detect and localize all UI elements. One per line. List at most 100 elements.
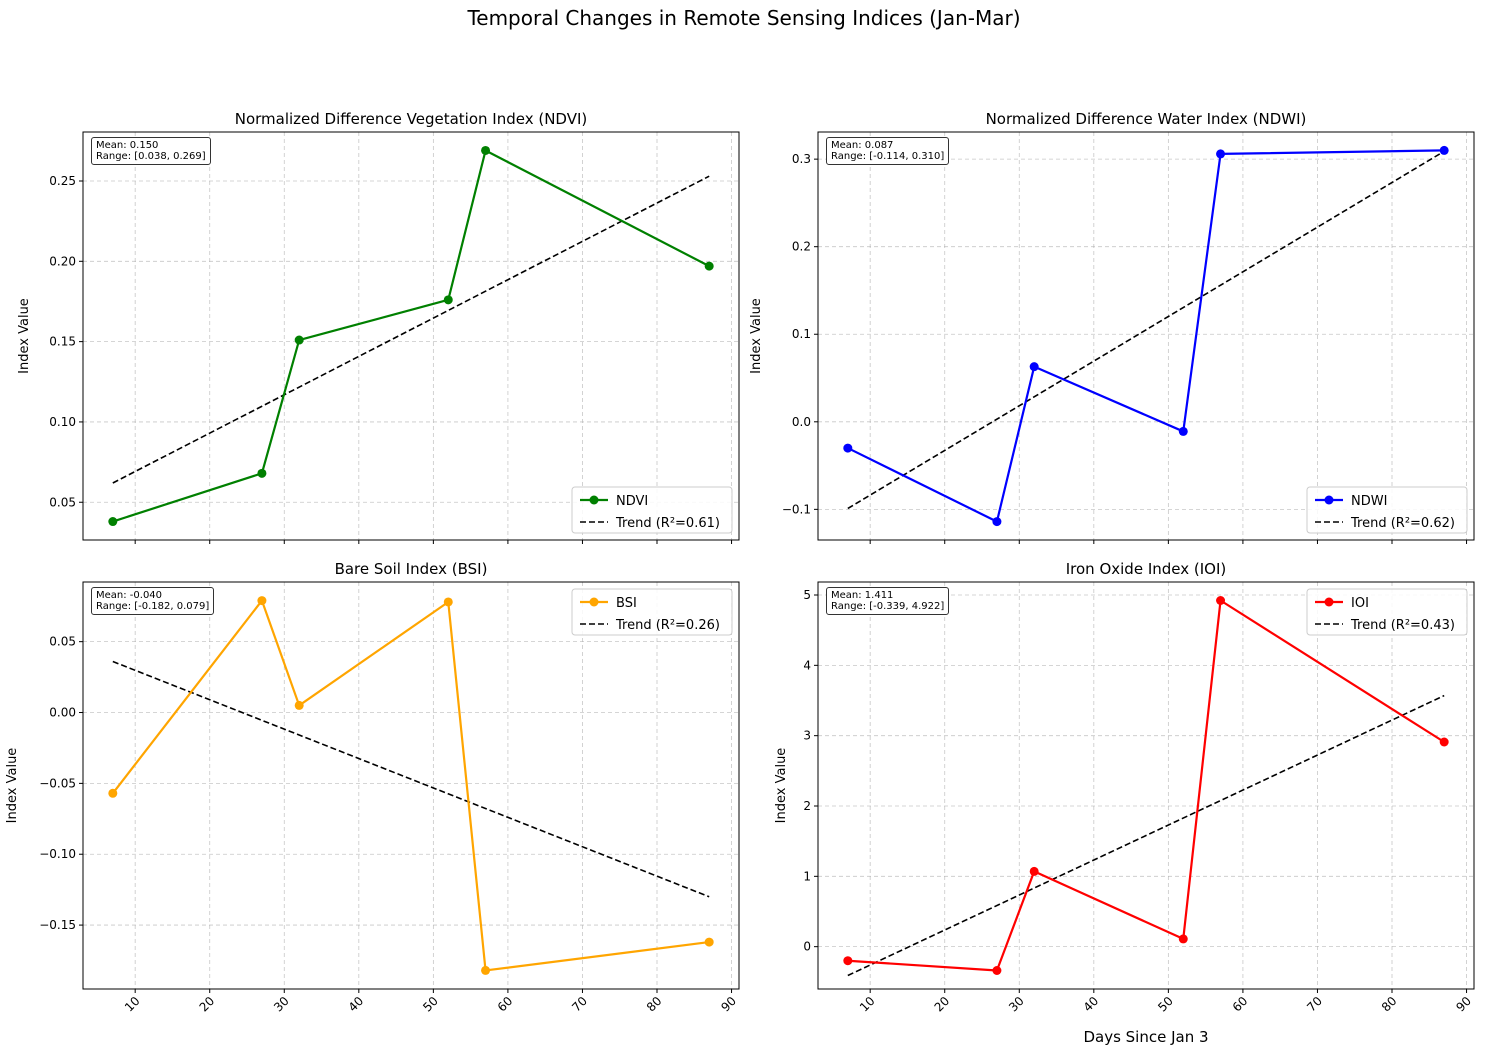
bsi-legend-series-label: BSI xyxy=(616,596,637,611)
bsi-data-point xyxy=(443,597,453,607)
bsi-xtick-label: 80 xyxy=(644,994,665,1015)
ioi-xtick-label: 20 xyxy=(932,994,953,1015)
ndwi-axes-frame xyxy=(817,131,1475,541)
ioi-xtick-label: 10 xyxy=(857,994,878,1015)
bsi-legend-trend-label: Trend (R²=0.26) xyxy=(615,618,720,633)
ioi-data-point xyxy=(843,956,853,966)
ndvi-panel: 0.05 0.10 0.15 0.20 0.25 Normalized Differenc… xyxy=(17,110,740,544)
bsi-trend-line xyxy=(112,660,710,898)
ioi-data-point xyxy=(1029,866,1039,876)
ioi-ytick-label: 1 xyxy=(803,869,811,883)
ioi-mean: Mean: 1.411 xyxy=(831,590,894,601)
ndwi-ytick-label: 0.1 xyxy=(792,327,811,341)
ndwi-series-line xyxy=(847,149,1445,523)
figure-title: Temporal Changes in Remote Sensing Indic… xyxy=(467,6,1021,30)
ndvi-series-line xyxy=(112,149,710,523)
ioi-panel: 10 20 30 40 50 60 70 80 90 0 1 2 3 4 5 Iron Oxide Index… xyxy=(774,560,1475,1046)
ioi-ylabel: Index Value xyxy=(774,748,789,824)
bsi-xtick-label: 90 xyxy=(718,994,739,1015)
ndvi-mean: Mean: 0.150 xyxy=(96,140,159,151)
ndvi-stats-box: Mean: 0.150 Range: [0.038, 0.269] xyxy=(91,137,211,165)
bsi-data-point xyxy=(481,965,491,975)
ndvi-ytick-label: 0.25 xyxy=(49,174,76,188)
bsi-ytick-label: 0.00 xyxy=(49,706,76,720)
ndwi-legend-series-label: NDWI xyxy=(1351,494,1387,509)
ndwi-ytick-label: 0.2 xyxy=(792,240,811,254)
ioi-stats-box: Mean: 1.411 Range: [-0.339, 4.922] xyxy=(826,587,950,615)
bsi-xtick-label: 10 xyxy=(122,994,143,1015)
ioi-trend-line xyxy=(847,694,1445,977)
ndwi-ytick-label: −0.1 xyxy=(782,502,811,516)
bsi-stats-box: Mean: -0.040 Range: [-0.182, 0.079] xyxy=(91,587,215,615)
bsi-ytick-label: −0.15 xyxy=(39,918,76,932)
ioi-data-point xyxy=(992,966,1002,976)
ndwi-data-point xyxy=(1439,145,1449,155)
ndvi-trend-line xyxy=(112,175,710,484)
ioi-xtick-label: 40 xyxy=(1081,994,1102,1015)
ndwi-legend-series-marker xyxy=(1324,495,1334,505)
ndwi-data-point xyxy=(843,443,853,453)
bsi-ytick-label: −0.10 xyxy=(39,847,76,861)
ioi-xtick-label: 90 xyxy=(1453,994,1474,1015)
ioi-ytick-label: 2 xyxy=(803,799,811,813)
ioi-ytick-label: 4 xyxy=(803,658,811,672)
ioi-xtick-label: 30 xyxy=(1006,994,1027,1015)
ioi-axes-frame xyxy=(817,581,1475,990)
ioi-ytick-label: 3 xyxy=(803,729,811,743)
ndwi-mean: Mean: 0.087 xyxy=(831,140,894,151)
ioi-title: Iron Oxide Index (IOI) xyxy=(1066,560,1227,578)
ndvi-legend-series-marker xyxy=(589,495,599,505)
ndwi-range: Range: [-0.114, 0.310] xyxy=(831,151,945,162)
ioi-xtick-label: 80 xyxy=(1379,994,1400,1015)
ndvi-data-point xyxy=(257,468,267,478)
bsi-mean: Mean: -0.040 xyxy=(96,590,163,601)
ndwi-ytick-label: 0.0 xyxy=(792,415,811,429)
ndvi-ylabel: Index Value xyxy=(17,298,32,374)
ndvi-data-point xyxy=(108,517,118,527)
ndwi-legend-trend-label: Trend (R²=0.62) xyxy=(1350,516,1455,531)
ndvi-ytick-label: 0.15 xyxy=(49,335,76,349)
bsi-data-point xyxy=(704,937,714,947)
ioi-xtick-label: 70 xyxy=(1304,994,1325,1015)
ioi-range: Range: [-0.339, 4.922] xyxy=(831,601,945,612)
bsi-xtick-label: 20 xyxy=(197,994,218,1015)
ioi-xtick-label: 50 xyxy=(1155,994,1176,1015)
ioi-xtick-label: 60 xyxy=(1230,994,1251,1015)
bsi-range: Range: [-0.182, 0.079] xyxy=(96,601,210,612)
ioi-xlabel: Days Since Jan 3 xyxy=(1083,1028,1208,1046)
ndvi-data-point xyxy=(704,261,714,271)
ndvi-ytick-label: 0.20 xyxy=(49,254,76,268)
ndvi-range: Range: [0.038, 0.269] xyxy=(96,151,206,162)
ioi-data-point xyxy=(1178,934,1188,944)
ndwi-stats-box: Mean: 0.087 Range: [-0.114, 0.310] xyxy=(826,137,950,165)
ndwi-ytick-label: 0.3 xyxy=(792,152,811,166)
bsi-legend-box xyxy=(571,588,733,636)
bsi-title: Bare Soil Index (BSI) xyxy=(335,560,488,578)
ndvi-legend-series-label: NDVI xyxy=(616,494,648,509)
bsi-data-point xyxy=(257,596,267,606)
ioi-series-line xyxy=(847,599,1445,972)
ndwi-data-point xyxy=(992,517,1002,527)
ioi-legend-box xyxy=(1306,588,1468,636)
bsi-xtick-label: 30 xyxy=(271,994,292,1015)
ndvi-data-point xyxy=(443,295,453,305)
ioi-legend-series-label: IOI xyxy=(1351,596,1369,611)
ioi-ytick-label: 0 xyxy=(803,940,811,954)
bsi-ytick-label: 0.05 xyxy=(49,635,76,649)
bsi-panel: 10 20 30 40 50 60 70 80 90 −0.15 −0.10 −0.05 0.00 0.0… xyxy=(5,560,740,1015)
bsi-series-line xyxy=(111,599,710,972)
ndwi-trend-line xyxy=(847,150,1445,510)
bsi-ylabel: Index Value xyxy=(5,748,20,824)
ndwi-data-point xyxy=(1216,149,1226,159)
ioi-legend-trend-label: Trend (R²=0.43) xyxy=(1350,618,1455,633)
ioi-data-point xyxy=(1216,595,1226,605)
ndvi-data-point xyxy=(481,145,491,155)
ioi-legend-series-marker xyxy=(1324,597,1334,607)
ioi-data-point xyxy=(1439,737,1449,747)
bsi-xtick-label: 50 xyxy=(420,994,441,1015)
bsi-xtick-label: 60 xyxy=(495,994,516,1015)
bsi-xtick-label: 70 xyxy=(569,994,590,1015)
bsi-axes-frame xyxy=(82,581,740,990)
ndvi-legend-box xyxy=(571,486,733,534)
